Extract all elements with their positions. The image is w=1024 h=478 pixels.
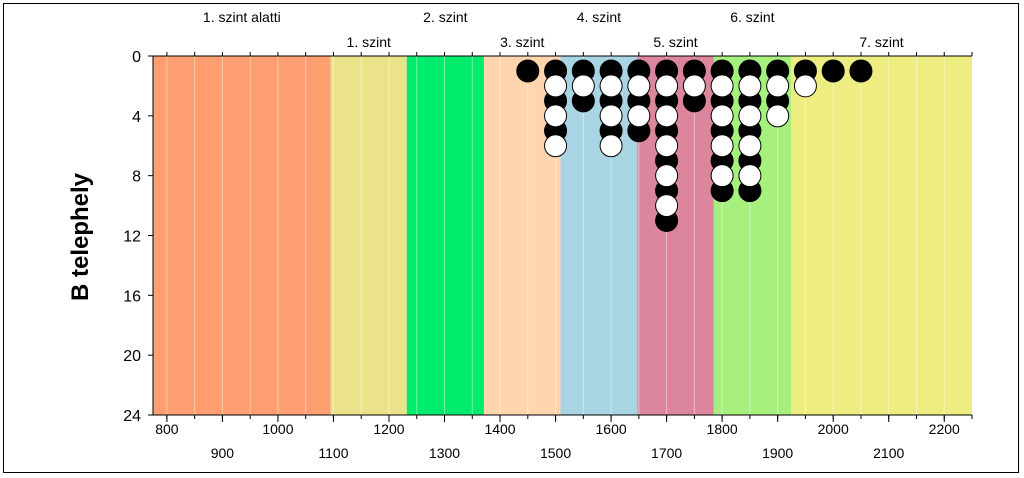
x-tick-label: 2000: [818, 421, 849, 437]
points-layer: [516, 59, 873, 233]
data-point-white: [655, 194, 679, 218]
y-tick-label: 0: [132, 49, 141, 66]
data-point-black: [516, 59, 540, 83]
data-point-white: [738, 164, 762, 188]
grid-layer: [166, 56, 945, 415]
band: [153, 56, 331, 415]
band-label: 1. szint: [347, 34, 391, 50]
data-point-white: [599, 74, 623, 98]
y-tick-label: 8: [132, 169, 141, 186]
x-tick-label: 2200: [929, 421, 960, 437]
x-tick-label: 1100: [318, 445, 348, 461]
data-point-white: [766, 74, 790, 98]
band: [406, 56, 484, 415]
x-tick-label: 1800: [707, 421, 738, 437]
data-point-white: [544, 104, 568, 128]
data-point-white: [710, 164, 734, 188]
x-tick-label: 900: [211, 445, 235, 461]
x-tick-label: 1900: [762, 445, 793, 461]
x-tick-label: 1300: [429, 445, 460, 461]
data-point-white: [599, 104, 623, 128]
axes-layer: 0 4 8 12 16 20 24 800 1000 1200 1400 1600 1800 2000 22…: [123, 49, 973, 461]
band-label: 6. szint: [730, 9, 774, 25]
band: [790, 56, 972, 415]
y-tick-label: 4: [132, 109, 141, 126]
x-tick-label: 1600: [596, 421, 627, 437]
data-point-white: [738, 104, 762, 128]
band-label: 7. szint: [859, 34, 903, 50]
y-tick-label: 24: [123, 408, 141, 425]
data-point-white: [766, 104, 790, 128]
data-point-white: [571, 74, 595, 98]
data-point-black: [849, 59, 873, 83]
y-tick-label: 12: [123, 229, 141, 246]
x-tick-label: 1400: [484, 421, 515, 437]
band: [560, 56, 638, 415]
data-point-white: [544, 74, 568, 98]
x-tick-label: 1700: [651, 445, 682, 461]
data-point-white: [738, 74, 762, 98]
chart-frame: [3, 3, 1019, 473]
band-label: 4. szint: [577, 9, 621, 25]
x-tick-label: 1200: [373, 421, 404, 437]
y-tick-label: 16: [123, 288, 141, 305]
band-label: 1. szint alatti: [203, 9, 281, 25]
data-point-white: [655, 164, 679, 188]
band-label: 3. szint: [500, 34, 544, 50]
data-point-white: [544, 134, 568, 158]
y-tick-label: 20: [123, 348, 141, 365]
data-point-white: [682, 74, 706, 98]
x-tick-label: 2100: [873, 445, 904, 461]
y-axis-title: B telephely: [67, 172, 94, 301]
data-point-white: [627, 74, 651, 98]
x-tick-label: 1000: [262, 421, 293, 437]
data-point-white: [655, 134, 679, 158]
band: [330, 56, 407, 415]
data-point-black: [821, 59, 845, 83]
x-tick-label: 800: [155, 421, 179, 437]
data-point-white: [627, 104, 651, 128]
data-point-white: [655, 104, 679, 128]
x-tick-label: 1500: [540, 445, 571, 461]
data-point-white: [793, 74, 817, 98]
band-label: 2. szint: [423, 9, 467, 25]
data-point-white: [599, 134, 623, 158]
data-point-white: [710, 104, 734, 128]
data-point-white: [738, 134, 762, 158]
band-label: 5. szint: [653, 34, 697, 50]
data-point-white: [655, 74, 679, 98]
data-point-white: [710, 134, 734, 158]
data-point-white: [710, 74, 734, 98]
labels-layer: 1. szint alatti 1. szint 2. szint 3. szint 4…: [203, 9, 904, 50]
